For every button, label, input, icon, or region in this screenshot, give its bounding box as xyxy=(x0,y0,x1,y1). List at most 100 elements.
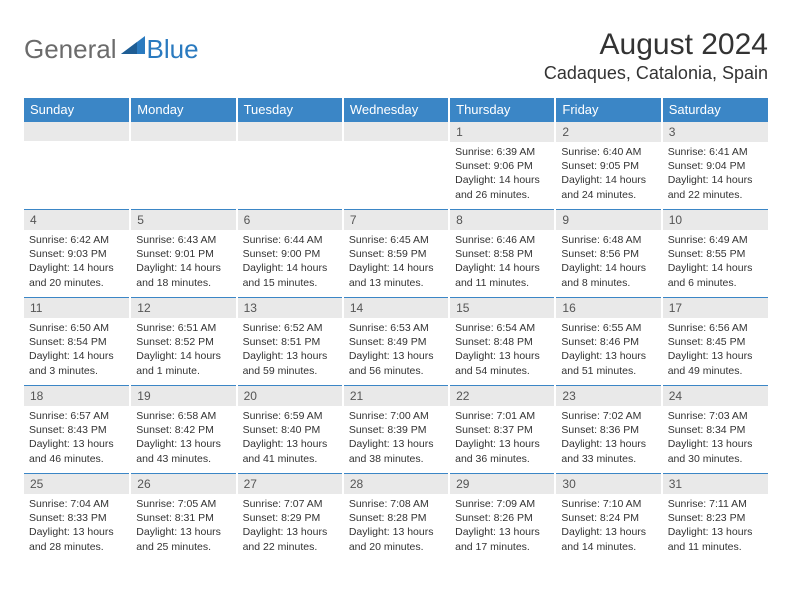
sunset-text: Sunset: 8:43 PM xyxy=(29,423,124,437)
daylight-text: Daylight: 13 hours and 22 minutes. xyxy=(243,525,337,553)
sunset-text: Sunset: 8:42 PM xyxy=(136,423,230,437)
calendar-week-row: 25Sunrise: 7:04 AMSunset: 8:33 PMDayligh… xyxy=(24,473,768,561)
calendar-cell: 1Sunrise: 6:39 AMSunset: 9:06 PMDaylight… xyxy=(449,121,555,209)
day-number: 18 xyxy=(24,385,129,406)
sunset-text: Sunset: 8:59 PM xyxy=(349,247,443,261)
day-details: Sunrise: 7:07 AMSunset: 8:29 PMDaylight:… xyxy=(238,494,342,559)
day-details: Sunrise: 7:08 AMSunset: 8:28 PMDaylight:… xyxy=(344,494,448,559)
empty-day-header xyxy=(131,121,235,141)
daylight-text: Daylight: 14 hours and 24 minutes. xyxy=(561,173,655,201)
day-number: 13 xyxy=(238,297,342,318)
day-number: 2 xyxy=(556,121,660,142)
sunset-text: Sunset: 8:29 PM xyxy=(243,511,337,525)
empty-day-header xyxy=(344,121,448,141)
day-number: 15 xyxy=(450,297,554,318)
day-details: Sunrise: 6:50 AMSunset: 8:54 PMDaylight:… xyxy=(24,318,129,383)
calendar-cell: 17Sunrise: 6:56 AMSunset: 8:45 PMDayligh… xyxy=(662,297,768,385)
calendar-cell: 11Sunrise: 6:50 AMSunset: 8:54 PMDayligh… xyxy=(24,297,130,385)
daylight-text: Daylight: 14 hours and 3 minutes. xyxy=(29,349,124,377)
calendar-week-row: 1 Sunrise: 6:39 AMSunset: 9:06 PM Daylight… xyxy=(24,121,768,209)
day-details: Sunrise: 7:11 AMSunset: 8:23 PMDaylight:… xyxy=(663,494,768,559)
sunrise-text: Sunrise: 7:05 AM xyxy=(136,497,230,511)
daylight-text: Daylight: 13 hours and 54 minutes. xyxy=(455,349,549,377)
day-number: 4 xyxy=(24,209,129,230)
day-details: Sunrise: 7:04 AMSunset: 8:33 PMDaylight:… xyxy=(24,494,129,559)
day-number: 14 xyxy=(344,297,448,318)
daylight-text: Daylight: 14 hours and 1 minute. xyxy=(136,349,230,377)
day-details: Sunrise: 6:42 AMSunset: 9:03 PMDaylight:… xyxy=(24,230,129,295)
calendar-cell: 16Sunrise: 6:55 AMSunset: 8:46 PMDayligh… xyxy=(555,297,661,385)
header: General Blue August 2024 Cadaques, Catal… xyxy=(24,28,768,84)
daylight-text: Daylight: 13 hours and 38 minutes. xyxy=(349,437,443,465)
calendar-cell: 20Sunrise: 6:59 AMSunset: 8:40 PMDayligh… xyxy=(237,385,343,473)
empty-day-header xyxy=(24,121,129,141)
daylight-text: Daylight: 13 hours and 46 minutes. xyxy=(29,437,124,465)
sunset-text: Sunset: 9:05 PM xyxy=(561,159,655,173)
weekday-header: Saturday xyxy=(662,98,768,121)
daylight-text: Daylight: 13 hours and 59 minutes. xyxy=(243,349,337,377)
daylight-text: Daylight: 13 hours and 20 minutes. xyxy=(349,525,443,553)
day-details: Sunrise: 6:49 AMSunset: 8:55 PMDaylight:… xyxy=(663,230,768,295)
sunset-text: Sunset: 8:54 PM xyxy=(29,335,124,349)
sunset-text: Sunset: 8:58 PM xyxy=(455,247,549,261)
day-number: 19 xyxy=(131,385,235,406)
calendar-cell: 24Sunrise: 7:03 AMSunset: 8:34 PMDayligh… xyxy=(662,385,768,473)
daylight-text: Daylight: 13 hours and 51 minutes. xyxy=(561,349,655,377)
daylight-text: Daylight: 13 hours and 25 minutes. xyxy=(136,525,230,553)
calendar-cell: 21Sunrise: 7:00 AMSunset: 8:39 PMDayligh… xyxy=(343,385,449,473)
calendar-head: SundayMondayTuesdayWednesdayThursdayFrid… xyxy=(24,98,768,121)
day-number: 29 xyxy=(450,473,554,494)
day-details: Sunrise: 6:53 AMSunset: 8:49 PMDaylight:… xyxy=(344,318,448,383)
day-details: Sunrise: 6:54 AMSunset: 8:48 PMDaylight:… xyxy=(450,318,554,383)
sunrise-text: Sunrise: 7:08 AM xyxy=(349,497,443,511)
sunset-text: Sunset: 8:31 PM xyxy=(136,511,230,525)
sunset-text: Sunset: 8:49 PM xyxy=(349,335,443,349)
day-number: 28 xyxy=(344,473,448,494)
calendar-cell: 25Sunrise: 7:04 AMSunset: 8:33 PMDayligh… xyxy=(24,473,130,561)
sunset-text: Sunset: 8:55 PM xyxy=(668,247,763,261)
sunrise-text: Sunrise: 6:56 AM xyxy=(668,321,763,335)
sunrise-text: Sunrise: 6:57 AM xyxy=(29,409,124,423)
daylight-text: Daylight: 13 hours and 36 minutes. xyxy=(455,437,549,465)
calendar-cell: 29Sunrise: 7:09 AMSunset: 8:26 PMDayligh… xyxy=(449,473,555,561)
logo: General Blue xyxy=(24,34,199,65)
day-number: 25 xyxy=(24,473,129,494)
day-details: Sunrise: 6:52 AMSunset: 8:51 PMDaylight:… xyxy=(238,318,342,383)
sunrise-text: Sunrise: 6:39 AM xyxy=(455,145,549,159)
day-number: 5 xyxy=(131,209,235,230)
calendar-cell: 26Sunrise: 7:05 AMSunset: 8:31 PMDayligh… xyxy=(130,473,236,561)
calendar-table: SundayMondayTuesdayWednesdayThursdayFrid… xyxy=(24,98,768,561)
sunset-text: Sunset: 9:01 PM xyxy=(136,247,230,261)
day-number: 31 xyxy=(663,473,768,494)
weekday-header: Wednesday xyxy=(343,98,449,121)
weekday-header: Sunday xyxy=(24,98,130,121)
sunrise-text: Sunrise: 6:59 AM xyxy=(243,409,337,423)
weekday-header: Thursday xyxy=(449,98,555,121)
sunrise-text: Sunrise: 6:45 AM xyxy=(349,233,443,247)
sunrise-text: Sunrise: 7:03 AM xyxy=(668,409,763,423)
sunset-text: Sunset: 8:40 PM xyxy=(243,423,337,437)
calendar-cell: 9Sunrise: 6:48 AMSunset: 8:56 PMDaylight… xyxy=(555,209,661,297)
sunset-text: Sunset: 9:06 PM xyxy=(455,159,549,173)
empty-day-header xyxy=(238,121,342,141)
day-details: Sunrise: 7:10 AMSunset: 8:24 PMDaylight:… xyxy=(556,494,660,559)
daylight-text: Daylight: 14 hours and 22 minutes. xyxy=(668,173,763,201)
daylight-text: Daylight: 13 hours and 17 minutes. xyxy=(455,525,549,553)
day-number: 10 xyxy=(663,209,768,230)
sunrise-text: Sunrise: 6:55 AM xyxy=(561,321,655,335)
day-number: 1 xyxy=(450,121,554,142)
sunrise-text: Sunrise: 6:51 AM xyxy=(136,321,230,335)
sunrise-text: Sunrise: 6:43 AM xyxy=(136,233,230,247)
day-number: 7 xyxy=(344,209,448,230)
sunrise-text: Sunrise: 7:00 AM xyxy=(349,409,443,423)
daylight-text: Daylight: 13 hours and 56 minutes. xyxy=(349,349,443,377)
sunrise-text: Sunrise: 7:11 AM xyxy=(668,497,763,511)
day-details: Sunrise: 6:55 AMSunset: 8:46 PMDaylight:… xyxy=(556,318,660,383)
day-number: 27 xyxy=(238,473,342,494)
calendar-week-row: 18Sunrise: 6:57 AMSunset: 8:43 PMDayligh… xyxy=(24,385,768,473)
calendar-cell: 27Sunrise: 7:07 AMSunset: 8:29 PMDayligh… xyxy=(237,473,343,561)
calendar-cell: 12Sunrise: 6:51 AMSunset: 8:52 PMDayligh… xyxy=(130,297,236,385)
sunrise-text: Sunrise: 6:42 AM xyxy=(29,233,124,247)
sunrise-text: Sunrise: 6:46 AM xyxy=(455,233,549,247)
sunrise-text: Sunrise: 7:04 AM xyxy=(29,497,124,511)
